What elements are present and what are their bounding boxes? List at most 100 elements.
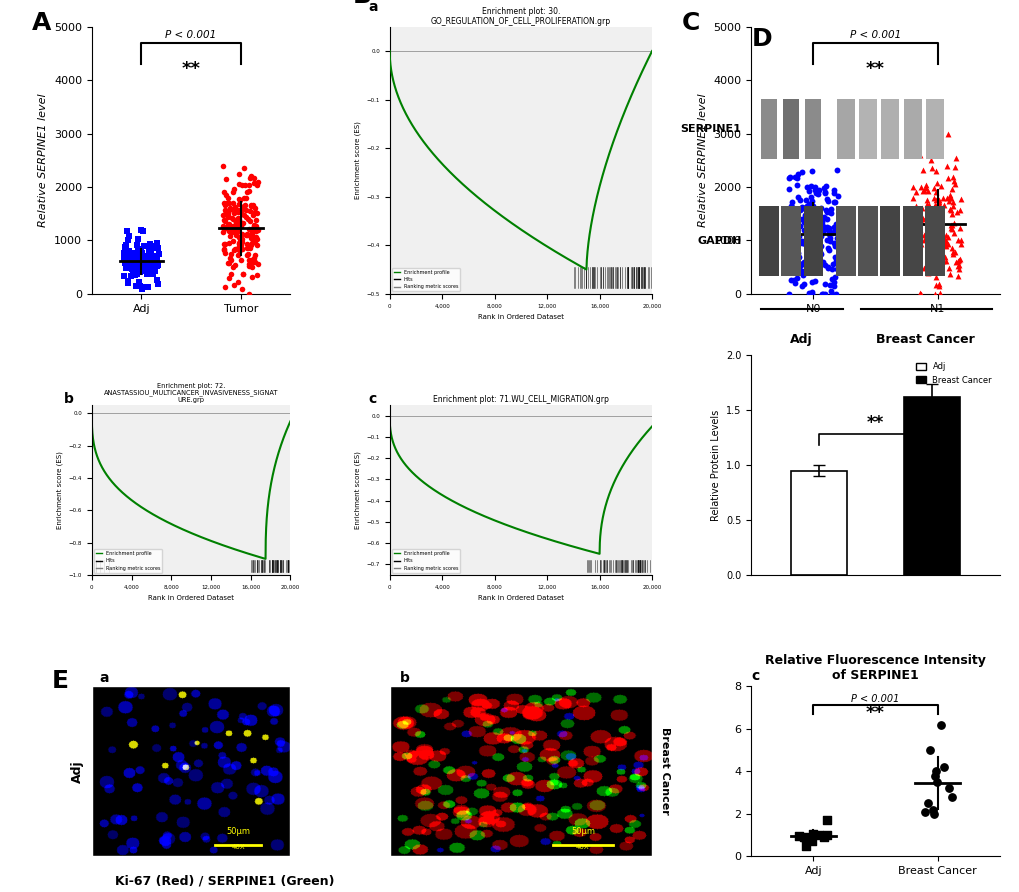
Text: b: b [399,671,410,685]
Point [137,280,153,294]
Point [127,247,144,261]
Point [924,259,941,273]
Point [915,183,931,197]
Point [786,277,802,291]
Point [818,222,835,236]
Point [918,194,934,208]
Point [933,254,950,268]
Point [219,208,235,222]
Point [131,253,148,268]
Point [235,208,252,222]
Point [944,181,960,195]
Point [802,228,818,243]
Point [803,275,819,289]
Point [126,258,143,272]
Point [233,232,250,246]
Point [143,258,159,272]
Point [788,214,804,228]
Point [228,202,245,217]
Point [936,250,953,264]
Point [126,265,143,279]
Point [818,192,835,206]
Point [790,227,806,242]
Y-axis label: Relative SERPINE1 level: Relative SERPINE1 level [697,94,707,227]
Point [236,191,253,205]
Point [131,265,148,279]
Point [911,221,927,235]
Point [926,269,943,284]
Point [793,212,809,227]
Point [914,211,930,226]
Point [238,227,255,242]
Point [926,286,943,301]
Point [140,280,156,294]
Point [791,219,807,233]
Point [782,273,798,287]
Point [780,182,796,196]
Point [905,215,921,229]
Y-axis label: Enrichment score (ES): Enrichment score (ES) [57,451,63,529]
Point [783,254,799,268]
Point [940,127,956,141]
Point [820,221,837,235]
Point [828,231,845,245]
Point [220,191,236,205]
Point [130,251,147,265]
Point [944,195,960,210]
Point [240,259,257,273]
Point [943,789,959,804]
Point [788,171,804,186]
Point [816,277,833,292]
Point [118,253,135,268]
Point [947,255,963,269]
Point [233,227,250,241]
Point [127,268,144,283]
Legend: Enrichment profile, Hits, Ranking metric scores: Enrichment profile, Hits, Ranking metric… [391,268,460,292]
Point [243,198,259,212]
Point [932,179,949,194]
Point [231,215,248,229]
Point [227,220,244,235]
Point [824,183,841,197]
Point [912,214,928,228]
Point [815,220,832,235]
Point [823,262,840,277]
Bar [924,206,944,276]
Point [918,796,934,810]
Point [933,251,950,265]
Point [786,207,802,221]
Point [234,178,251,192]
Point [782,219,798,234]
Point [802,238,818,252]
Bar [760,99,776,159]
Point [781,205,797,219]
Text: Ki-67 (Red) / SERPINE1 (Green): Ki-67 (Red) / SERPINE1 (Green) [114,874,334,888]
Point [131,242,148,256]
Point [143,244,159,258]
Point [249,238,265,252]
Point [221,252,237,266]
Point [907,241,923,255]
Point [246,251,262,265]
Bar [903,397,959,575]
Point [910,235,926,249]
Point [216,222,232,236]
Point [809,236,825,251]
Point [951,221,967,235]
Y-axis label: Enrichment score (ES): Enrichment score (ES) [355,121,361,199]
Point [815,211,832,225]
Point [826,238,843,252]
Point [133,252,150,266]
Point [238,248,255,262]
Point [915,260,931,275]
Point [813,218,829,232]
Point [229,276,246,290]
Point [225,182,242,196]
Point [823,272,840,286]
Point [138,261,154,276]
Point [132,243,149,257]
Point [225,260,242,275]
Point [911,286,927,301]
Point [922,203,938,218]
X-axis label: Rank in Ordered Dataset: Rank in Ordered Dataset [478,314,564,320]
